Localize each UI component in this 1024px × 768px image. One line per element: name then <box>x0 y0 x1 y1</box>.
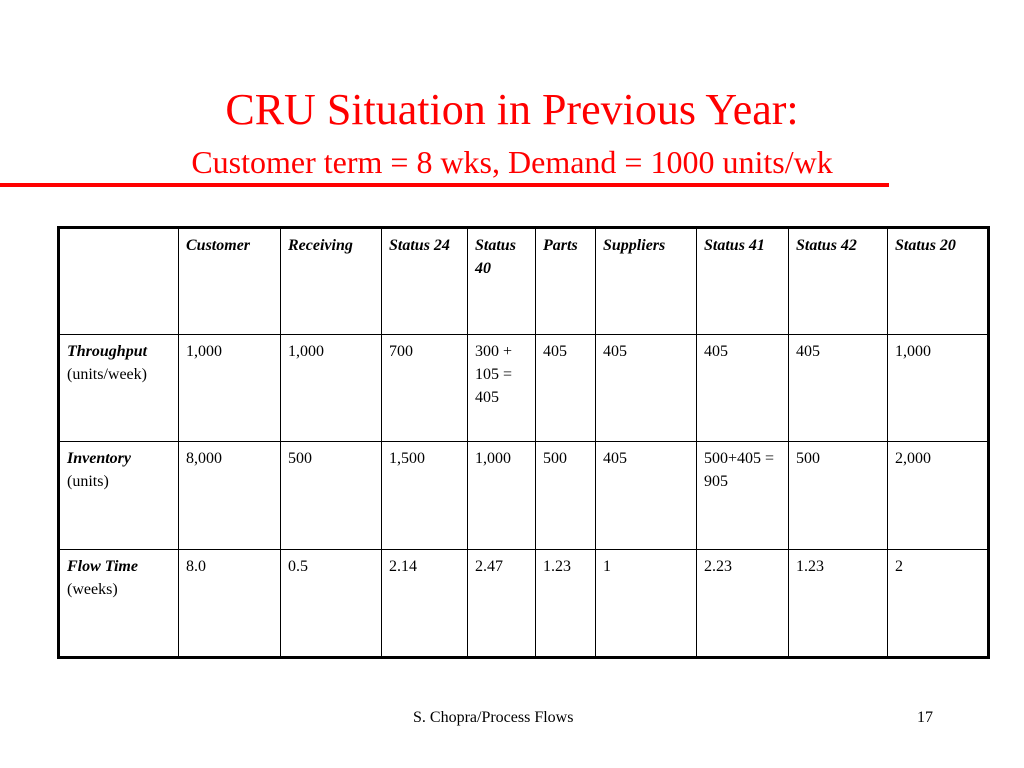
table-row-throughput: Throughput (units/week) 1,000 1,000 700 … <box>58 333 989 443</box>
row-label-cell: Flow Time (weeks) <box>58 549 179 658</box>
row-name: Throughput <box>67 342 148 360</box>
table-cell: 1,000 <box>280 333 382 443</box>
header-status-42: Status 42 <box>788 227 888 335</box>
table-cell: 500 <box>535 441 596 551</box>
row-name: Flow Time <box>67 558 138 576</box>
table-row-flow-time: Flow Time (weeks) 8.0 0.5 2.14 2.47 1.23… <box>58 549 989 658</box>
table-cell: 1 <box>595 549 697 658</box>
table-row-inventory: Inventory (units) 8,000 500 1,500 1,000 … <box>58 441 989 551</box>
row-unit: (units/week) <box>67 365 147 383</box>
table-cell: 8.0 <box>178 549 281 658</box>
table-cell: 1,000 <box>178 333 281 443</box>
header-status-20: Status 20 <box>887 227 989 335</box>
table-cell: 2,000 <box>887 441 989 551</box>
header-corner-cell <box>58 227 179 335</box>
table-cell: 500 <box>280 441 382 551</box>
table-cell: 500 <box>788 441 888 551</box>
slide-title: CRU Situation in Previous Year: <box>225 85 799 134</box>
table-cell: 8,000 <box>178 441 281 551</box>
row-unit: (units) <box>67 473 109 491</box>
cru-data-table: Customer Receiving Status 24 Status 40 P… <box>57 226 990 659</box>
table-header-row: Customer Receiving Status 24 Status 40 P… <box>58 227 989 335</box>
table-cell: 405 <box>595 333 697 443</box>
header-receiving: Receiving <box>280 227 382 335</box>
table-cell: 300 + 105 = 405 <box>467 333 536 443</box>
row-unit: (weeks) <box>67 581 118 599</box>
table-cell: 1.23 <box>535 549 596 658</box>
table-cell: 1,000 <box>467 441 536 551</box>
header-customer: Customer <box>178 227 281 335</box>
table-cell: 1,000 <box>887 333 989 443</box>
slide-subtitle: Customer term = 8 wks, Demand = 1000 uni… <box>191 144 833 180</box>
table-cell: 1.23 <box>788 549 888 658</box>
table-cell: 405 <box>696 333 789 443</box>
table-cell: 405 <box>595 441 697 551</box>
header-status-41: Status 41 <box>696 227 789 335</box>
table-cell: 405 <box>788 333 888 443</box>
table-cell: 500+405 = 905 <box>696 441 789 551</box>
table-cell: 2.47 <box>467 549 536 658</box>
row-name: Inventory <box>67 450 131 468</box>
row-label-cell: Throughput (units/week) <box>58 333 179 443</box>
table-cell: 700 <box>381 333 468 443</box>
table-cell: 0.5 <box>280 549 382 658</box>
header-status-24: Status 24 <box>381 227 468 335</box>
header-status-40: Status 40 <box>467 227 536 335</box>
row-label-cell: Inventory (units) <box>58 441 179 551</box>
slide-footer: S. Chopra/Process Flows <box>413 709 574 726</box>
table-cell: 1,500 <box>381 441 468 551</box>
page-number: 17 <box>917 709 933 726</box>
table-cell: 2 <box>887 549 989 658</box>
header-parts: Parts <box>535 227 596 335</box>
header-suppliers: Suppliers <box>595 227 697 335</box>
table-cell: 2.14 <box>381 549 468 658</box>
title-underline <box>0 183 889 187</box>
table-cell: 2.23 <box>696 549 789 658</box>
table-cell: 405 <box>535 333 596 443</box>
